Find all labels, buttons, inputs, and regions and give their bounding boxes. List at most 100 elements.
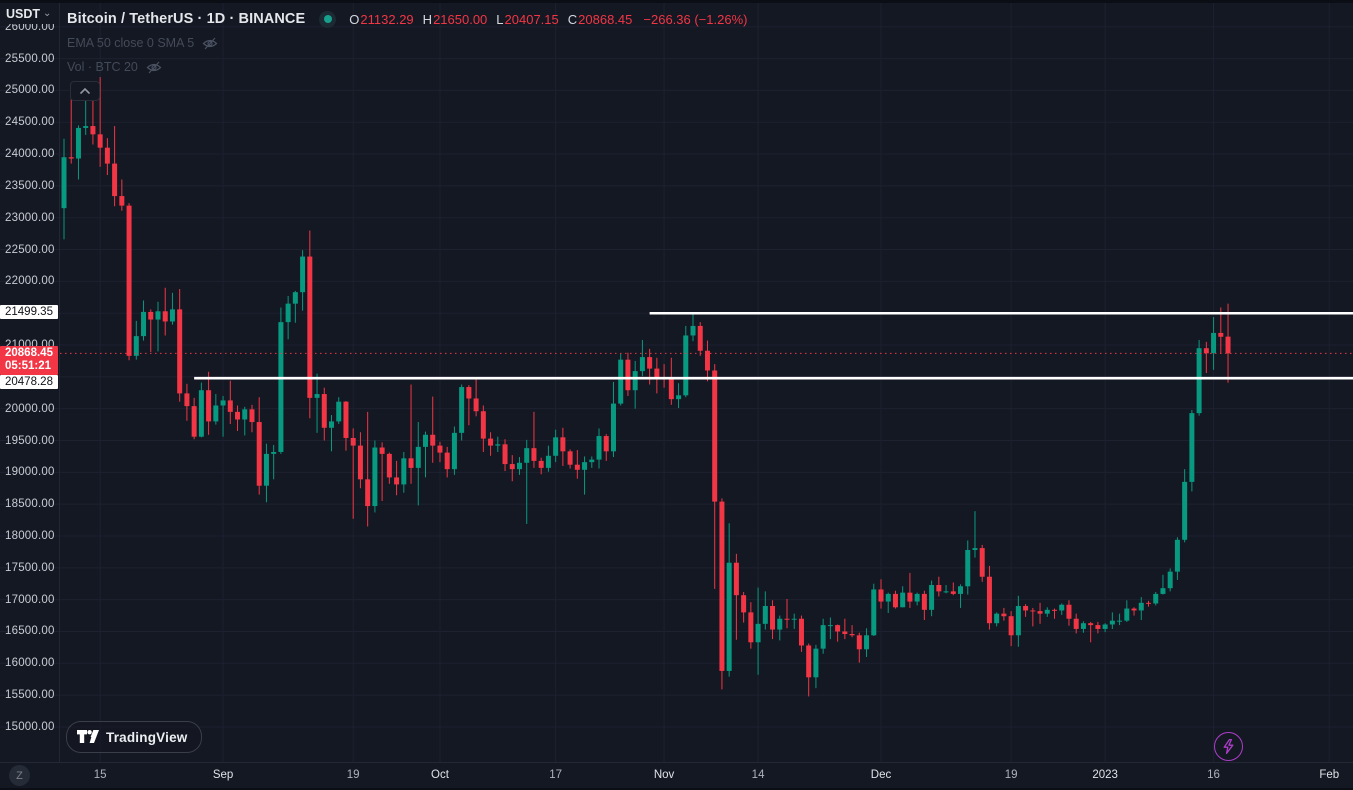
price-line-badge: 20478.28 (0, 375, 58, 390)
timezone-button[interactable]: Z (9, 765, 30, 786)
candle-down (538, 460, 544, 468)
time-axis-label: Oct (431, 769, 449, 781)
candle-up (1160, 588, 1166, 594)
candle-down (784, 618, 790, 620)
price-axis-label: 18000.00 (5, 529, 55, 542)
high-label: H (422, 11, 433, 27)
candle-down (162, 311, 168, 322)
indicator-row-ema[interactable]: EMA 50 close 0 SMA 5 (67, 34, 218, 52)
candle-down (741, 595, 747, 613)
candle-up (777, 618, 783, 630)
candle-down (1001, 613, 1007, 617)
candle-up (943, 591, 949, 593)
candle-down (386, 453, 392, 478)
candle-up (929, 585, 935, 610)
candle-up (213, 405, 219, 422)
candle-up (372, 447, 378, 507)
candle-up (169, 309, 175, 322)
price-axis-label: 17000.00 (5, 593, 55, 606)
candle-down (936, 585, 942, 592)
candle-up (1117, 620, 1123, 622)
candle-down (119, 196, 125, 206)
candle-up (676, 395, 682, 400)
candle-up (516, 462, 522, 470)
tradingview-glyph-icon (77, 730, 99, 743)
candle-down (798, 618, 804, 646)
time-axis-label: Sep (212, 769, 234, 781)
price-axis-label: 15000.00 (5, 720, 55, 733)
candle-up (972, 548, 978, 550)
time-axis-label: 2023 (1092, 769, 1118, 781)
candle-up (1138, 602, 1144, 611)
candle-down (560, 437, 566, 452)
candle-up (1102, 624, 1108, 629)
candle-down (256, 422, 262, 486)
candle-down (1203, 348, 1209, 354)
candle-up (495, 444, 501, 446)
candle-down (748, 612, 754, 643)
candle-down (466, 387, 472, 399)
candlestick-chart[interactable] (0, 0, 1353, 762)
candle-up (242, 409, 248, 420)
candle-down (112, 163, 118, 197)
market-status-chip[interactable] (319, 10, 337, 28)
candle-down (1131, 608, 1137, 611)
candle-down (697, 325, 703, 351)
candle-up (451, 432, 457, 470)
eye-hidden-icon[interactable] (146, 61, 162, 74)
candle-up (762, 606, 768, 624)
market-status-dot (323, 15, 332, 23)
candle-down (249, 409, 255, 423)
indicator-row-volume[interactable]: Vol · BTC 20 (67, 58, 162, 76)
candle-up (141, 311, 147, 337)
candle-down (1023, 606, 1029, 611)
time-axis[interactable]: 15 Sep 19 Oct 17 Nov 14 Dec 19 2023 16 Feb (0, 762, 1353, 789)
candle-down (343, 401, 349, 438)
price-axis-label: 16500.00 (5, 625, 55, 638)
candle-down (986, 576, 992, 624)
candle-down (733, 562, 739, 596)
candle-up (582, 462, 588, 470)
candle-up (83, 126, 89, 128)
candle-down (1037, 611, 1043, 614)
time-axis-label: 19 (1004, 769, 1018, 781)
candle-up (885, 593, 891, 602)
candle-down (1218, 332, 1224, 337)
candle-down (849, 634, 855, 636)
candle-up (914, 593, 920, 602)
timezone-button-label: Z (16, 769, 23, 782)
candle-down (126, 205, 132, 356)
candle-up (329, 421, 335, 428)
candle-down (148, 311, 154, 320)
boost-button[interactable] (1214, 732, 1243, 761)
close-value: 20868.45 (578, 11, 633, 27)
ohlc-values: O 21132.29 H 21650.00 L 20407.15 C 20868.45 … (349, 12, 747, 27)
candle-up (1196, 348, 1202, 414)
candle-down (227, 400, 233, 412)
candle-down (1073, 618, 1079, 629)
tradingview-logo[interactable]: TradingView (66, 721, 203, 753)
candle-down (430, 434, 436, 446)
eye-hidden-icon[interactable] (202, 37, 218, 50)
candle-up (75, 127, 81, 159)
candle-down (921, 593, 927, 610)
quote-currency-selector[interactable]: USDT ⌄ (0, 3, 58, 24)
candle-up (263, 453, 269, 486)
candle-up (726, 562, 732, 671)
symbol-title[interactable]: Bitcoin / TetherUS · 1D · BINANCE (67, 11, 306, 27)
candle-up (639, 357, 645, 372)
candle-down (184, 393, 190, 407)
candle-down (394, 477, 400, 485)
candle-down (979, 548, 985, 577)
tradingview-logo-text: TradingView (106, 729, 188, 745)
candle-down (509, 464, 515, 470)
candle-down (365, 479, 371, 507)
symbol-legend[interactable]: Bitcoin / TetherUS · 1D · BINANCE O 21132… (67, 9, 747, 29)
time-axis-label: Feb (1319, 769, 1340, 781)
candle-up (827, 625, 833, 627)
collapse-legend-button[interactable] (70, 81, 100, 101)
candle-down (1088, 623, 1094, 626)
close-label: C (567, 11, 578, 27)
candle-down (1225, 336, 1231, 354)
